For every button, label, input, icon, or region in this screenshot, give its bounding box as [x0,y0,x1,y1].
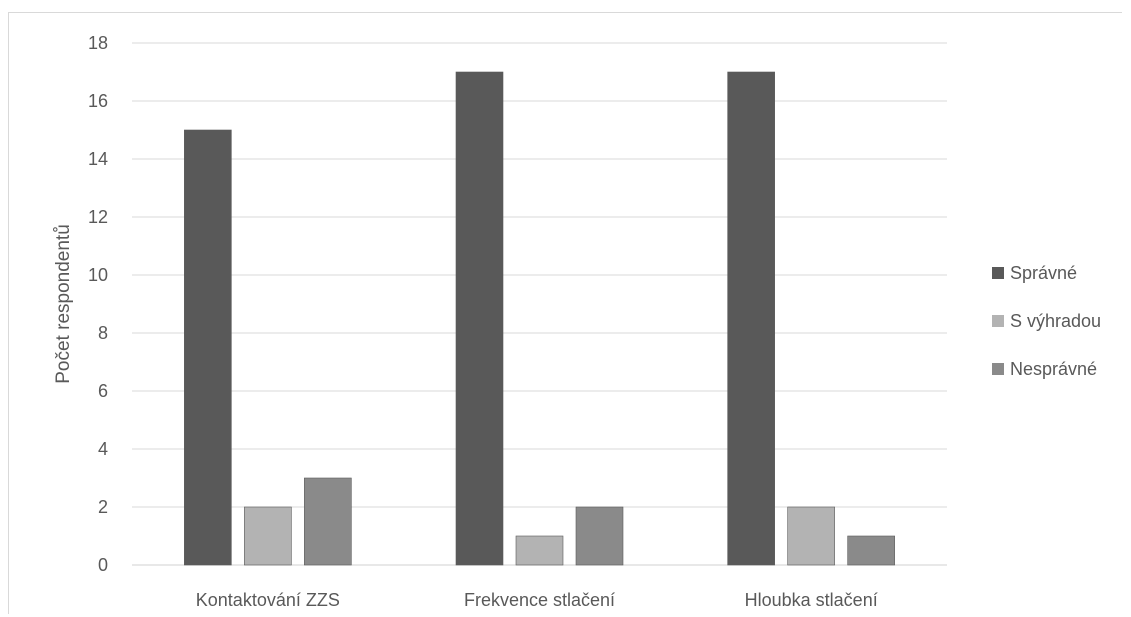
legend: Správné S výhradou Nesprávné [992,263,1101,379]
legend-label: Správné [1010,263,1077,283]
legend-swatch [992,315,1004,327]
legend-label: Nesprávné [1010,359,1097,379]
x-category-label: Frekvence stlačení [464,590,615,610]
bar-2-3 [787,506,835,566]
bar-2-1 [244,506,292,566]
bar-3-3 [847,535,895,566]
x-axis-labels: Kontaktování ZZS Frekvence stlačení Hloubk… [196,590,878,610]
y-tick-label: 14 [88,149,108,169]
legend-swatch [992,267,1004,279]
y-tick-label: 16 [88,91,108,111]
bars [184,71,895,566]
gridlines [132,42,947,566]
bar-1-1 [184,129,232,566]
x-category-label: Hloubka stlačení [745,590,878,610]
legend-label: S výhradou [1010,311,1101,331]
y-tick-label: 12 [88,207,108,227]
y-tick-label: 2 [98,497,108,517]
bar-1-2 [455,71,504,566]
y-tick-label: 10 [88,265,108,285]
x-category-label: Kontaktování ZZS [196,590,340,610]
y-tick-label: 6 [98,381,108,401]
bar-3-2 [575,506,624,566]
y-tick-label: 4 [98,439,108,459]
bar-2-2 [515,535,564,566]
y-axis-ticks: 0 2 4 6 8 10 12 14 16 18 [88,33,108,575]
y-axis-title: Počet respondentů [53,224,74,384]
y-tick-label: 18 [88,33,108,53]
bar-3-1 [304,477,352,566]
y-tick-label: 0 [98,555,108,575]
legend-swatch [992,363,1004,375]
y-tick-label: 8 [98,323,108,343]
bar-1-3 [727,71,775,566]
